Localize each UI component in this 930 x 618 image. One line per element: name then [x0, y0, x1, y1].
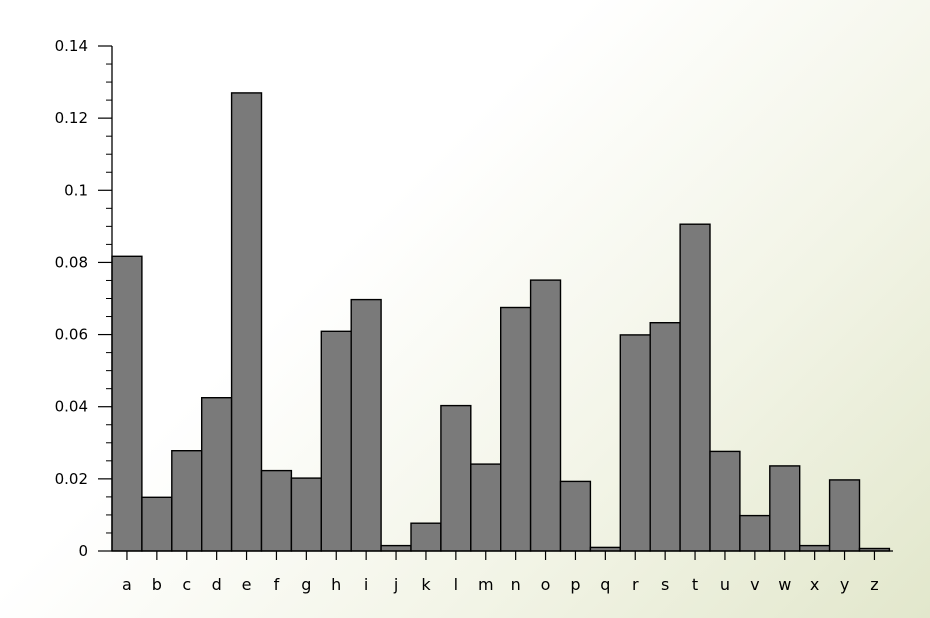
x-tick-label-b: b: [152, 575, 162, 594]
y-tick-label: 0.04: [55, 398, 88, 416]
x-tick-label-c: c: [182, 575, 191, 594]
bar-o: [529, 279, 562, 552]
x-tick-label-k: k: [421, 575, 431, 594]
x-tick-label-q: q: [600, 575, 610, 594]
x-tick-label-w: w: [778, 575, 791, 594]
bar-i: [350, 298, 382, 552]
y-tick-label: 0.14: [55, 37, 88, 55]
x-tick-label-s: s: [661, 575, 669, 594]
y-tick-label: 0.12: [55, 109, 88, 127]
bar-k: [410, 522, 442, 552]
bar-n: [500, 306, 532, 552]
x-tick-label-l: l: [454, 575, 458, 594]
bar-u: [709, 450, 741, 552]
x-tick-label-y: y: [840, 575, 849, 594]
y-tick-label: 0.02: [55, 470, 88, 488]
bar-w: [769, 465, 801, 552]
bar-g: [290, 477, 322, 552]
bar-p: [559, 480, 592, 552]
bar-a: [111, 255, 143, 552]
x-tick-label-e: e: [242, 575, 252, 594]
x-tick-label-r: r: [632, 575, 639, 594]
bar-h: [320, 330, 352, 552]
bar-y: [828, 479, 861, 552]
bar-l: [440, 404, 472, 552]
x-tick-label-j: j: [393, 575, 398, 594]
x-tick-label-h: h: [331, 575, 341, 594]
bar-e: [230, 92, 263, 552]
bar-c: [171, 450, 203, 552]
y-tick-label: 0.1: [64, 181, 88, 199]
x-tick-label-m: m: [478, 575, 494, 594]
bars-group: [111, 92, 891, 552]
x-tick-label-t: t: [692, 575, 698, 594]
x-tick-label-z: z: [870, 575, 878, 594]
bar-r: [619, 334, 651, 552]
x-tick-label-a: a: [122, 575, 132, 594]
y-ticks-group: 0 0.02 0.04 0.06 0.08 0.1 0.12 0.14: [55, 37, 112, 560]
x-tick-label-g: g: [301, 575, 311, 594]
bar-d: [200, 397, 233, 552]
bar-j: [380, 544, 412, 552]
x-tick-label-o: o: [541, 575, 551, 594]
y-tick-label: 0: [78, 542, 88, 560]
bar-f: [260, 469, 293, 552]
bar-s: [649, 322, 681, 552]
bar-m: [470, 463, 502, 552]
y-tick-label: 0.08: [55, 253, 88, 271]
x-tick-label-n: n: [511, 575, 521, 594]
x-tick-label-v: v: [750, 575, 759, 594]
x-tick-label-x: x: [810, 575, 819, 594]
x-tick-label-d: d: [212, 575, 222, 594]
x-tick-label-i: i: [364, 575, 368, 594]
x-tick-label-u: u: [720, 575, 730, 594]
x-tick-label-p: p: [570, 575, 580, 594]
x-tick-label-f: f: [274, 575, 280, 594]
bar-x: [799, 544, 831, 552]
bar-v: [739, 514, 771, 552]
bar-b: [141, 496, 173, 552]
y-tick-label: 0.06: [55, 326, 88, 344]
bar-t: [679, 223, 711, 552]
